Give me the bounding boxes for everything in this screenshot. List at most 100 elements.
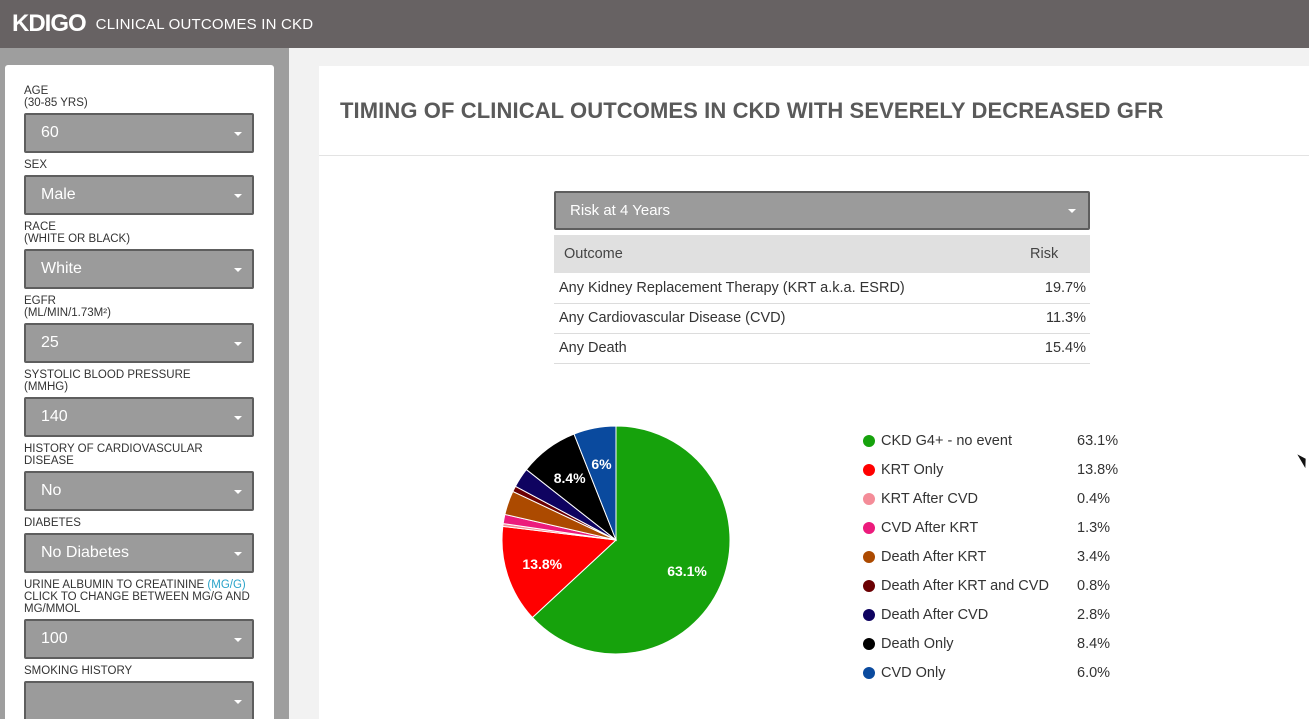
field-label: DIABETES	[24, 517, 81, 529]
legend-label: Death Only	[881, 635, 954, 652]
field-race: RACE (WHITE OR BLACK) White	[24, 221, 254, 289]
egfr-select[interactable]: 25	[24, 323, 254, 363]
caret-down-icon	[234, 638, 242, 642]
caret-down-icon	[234, 342, 242, 346]
legend-label: CVD After KRT	[881, 519, 979, 536]
field-label: HISTORY OF CARDIOVASCULAR DISEASE	[24, 443, 203, 467]
risk-cell: 11.3%	[1030, 303, 1090, 334]
legend-dot-icon	[863, 521, 875, 534]
field-smoking: SMOKING HISTORY	[24, 665, 254, 719]
caret-down-icon	[234, 416, 242, 420]
cvd-history-select[interactable]: No	[24, 471, 254, 511]
legend-dot-icon	[863, 463, 875, 476]
page-title: TIMING OF CLINICAL OUTCOMES IN CKD WITH …	[340, 97, 1164, 123]
legend-dot-icon	[863, 579, 875, 592]
legend-item: CVD After KRT 1.3%	[863, 513, 1137, 542]
field-sex: SEX Male	[24, 159, 254, 215]
legend-label: CVD Only	[881, 664, 946, 681]
risk-horizon-select[interactable]: Risk at 4 Years	[554, 191, 1090, 230]
legend-value: 0.8%	[1077, 577, 1111, 594]
input-panel: AGE (30-85 YRS) 60 SEX Male RACE (WHITE OR…	[5, 65, 274, 719]
table-header-row: Outcome Risk	[554, 235, 1090, 273]
pie-slice-label: 63.1%	[667, 563, 707, 579]
legend-item: CKD G4+ - no event 63.1%	[863, 426, 1137, 455]
legend-item: KRT Only 13.8%	[863, 455, 1137, 484]
legend-dot-icon	[863, 666, 875, 679]
smoking-select[interactable]	[24, 681, 254, 719]
race-select[interactable]: White	[24, 249, 254, 289]
age-select[interactable]: 60	[24, 113, 254, 153]
field-age: AGE (30-85 YRS) 60	[24, 85, 254, 153]
legend-value: 3.4%	[1077, 548, 1111, 565]
legend-value: 2.8%	[1077, 606, 1111, 623]
legend-item: Death After KRT 3.4%	[863, 542, 1137, 571]
legend-label: KRT After CVD	[881, 490, 978, 507]
pie-slice-label: 8.4%	[554, 470, 586, 486]
sbp-select[interactable]: 140	[24, 397, 254, 437]
legend-item: CVD Only 6.0%	[863, 658, 1137, 687]
legend-value: 8.4%	[1077, 635, 1111, 652]
legend-item: KRT After CVD 0.4%	[863, 484, 1137, 513]
top-bar: KDIGO CLINICAL OUTCOMES IN CKD	[0, 0, 1309, 48]
caret-down-icon	[234, 700, 242, 704]
outcome-cell: Any Kidney Replacement Therapy (KRT a.k.…	[554, 273, 1030, 304]
chart-legend: CKD G4+ - no event 63.1% KRT Only 13.8% KRT …	[863, 426, 1137, 687]
results-header: TIMING OF CLINICAL OUTCOMES IN CKD WITH …	[319, 66, 1309, 156]
column-header-risk: Risk	[1030, 235, 1090, 273]
caret-down-icon	[234, 194, 242, 198]
outcome-cell: Any Cardiovascular Disease (CVD)	[554, 303, 1030, 334]
legend-label: Death After KRT	[881, 548, 987, 565]
field-label: URINE ALBUMIN TO CREATININE (MG/G) CLICK…	[24, 579, 250, 615]
legend-label: Death After KRT and CVD	[881, 577, 1049, 594]
table-row: Any Death 15.4%	[554, 333, 1090, 364]
field-label: RACE (WHITE OR BLACK)	[24, 221, 131, 245]
legend-dot-icon	[863, 608, 875, 621]
legend-value: 1.3%	[1077, 519, 1111, 536]
field-egfr: EGFR (ML/MIN/1.73M²) 25	[24, 295, 254, 363]
field-diabetes: DIABETES No Diabetes	[24, 517, 254, 573]
table-row: Any Cardiovascular Disease (CVD) 11.3%	[554, 303, 1090, 334]
legend-value: 13.8%	[1077, 461, 1119, 478]
caret-down-icon	[234, 132, 242, 136]
table-row: Any Kidney Replacement Therapy (KRT a.k.…	[554, 273, 1090, 304]
field-label: SEX	[24, 159, 48, 171]
results-panel: TIMING OF CLINICAL OUTCOMES IN CKD WITH …	[319, 66, 1309, 719]
brand-logo[interactable]: KDIGO	[12, 10, 87, 37]
column-header-outcome: Outcome	[554, 235, 1030, 273]
caret-down-icon	[234, 552, 242, 556]
legend-value: 0.4%	[1077, 490, 1111, 507]
legend-label: CKD G4+ - no event	[881, 432, 1012, 449]
field-label: EGFR (ML/MIN/1.73M²)	[24, 295, 111, 319]
field-label: AGE (30-85 YRS)	[24, 85, 88, 109]
uacr-select[interactable]: 100	[24, 619, 254, 659]
field-label: SYSTOLIC BLOOD PRESSURE (MMHG)	[24, 369, 191, 393]
field-sbp: SYSTOLIC BLOOD PRESSURE (MMHG) 140	[24, 369, 254, 437]
legend-label: KRT Only	[881, 461, 944, 478]
legend-dot-icon	[863, 637, 875, 650]
risk-table: Outcome Risk Any Kidney Replacement Ther…	[554, 235, 1090, 364]
legend-dot-icon	[863, 434, 875, 447]
legend-label: Death After CVD	[881, 606, 989, 623]
diabetes-select[interactable]: No Diabetes	[24, 533, 254, 573]
field-cvd-history: HISTORY OF CARDIOVASCULAR DISEASE No	[24, 443, 254, 511]
unit-toggle-link[interactable]: (MG/G)	[207, 579, 246, 591]
caret-down-icon	[1068, 209, 1076, 213]
legend-value: 63.1%	[1077, 432, 1119, 449]
legend-item: Death Only 8.4%	[863, 629, 1137, 658]
left-column: AGE (30-85 YRS) 60 SEX Male RACE (WHITE OR…	[0, 48, 289, 719]
pie-slice[interactable]	[573, 425, 617, 541]
pie-slice[interactable]	[501, 525, 618, 619]
field-uacr: URINE ALBUMIN TO CREATININE (MG/G) CLICK…	[24, 579, 254, 659]
pie-slice-label: 6%	[591, 456, 612, 472]
pie-slice-label: 13.8%	[522, 556, 562, 572]
caret-down-icon	[234, 268, 242, 272]
caret-down-icon	[234, 490, 242, 494]
pie-slice[interactable]	[531, 425, 731, 655]
legend-dot-icon	[863, 550, 875, 563]
legend-item: Death After KRT and CVD 0.8%	[863, 571, 1137, 600]
sex-select[interactable]: Male	[24, 175, 254, 215]
legend-value: 6.0%	[1077, 664, 1111, 681]
legend-dot-icon	[863, 492, 875, 505]
legend-item: Death After CVD 2.8%	[863, 600, 1137, 629]
outcome-cell: Any Death	[554, 333, 1030, 364]
